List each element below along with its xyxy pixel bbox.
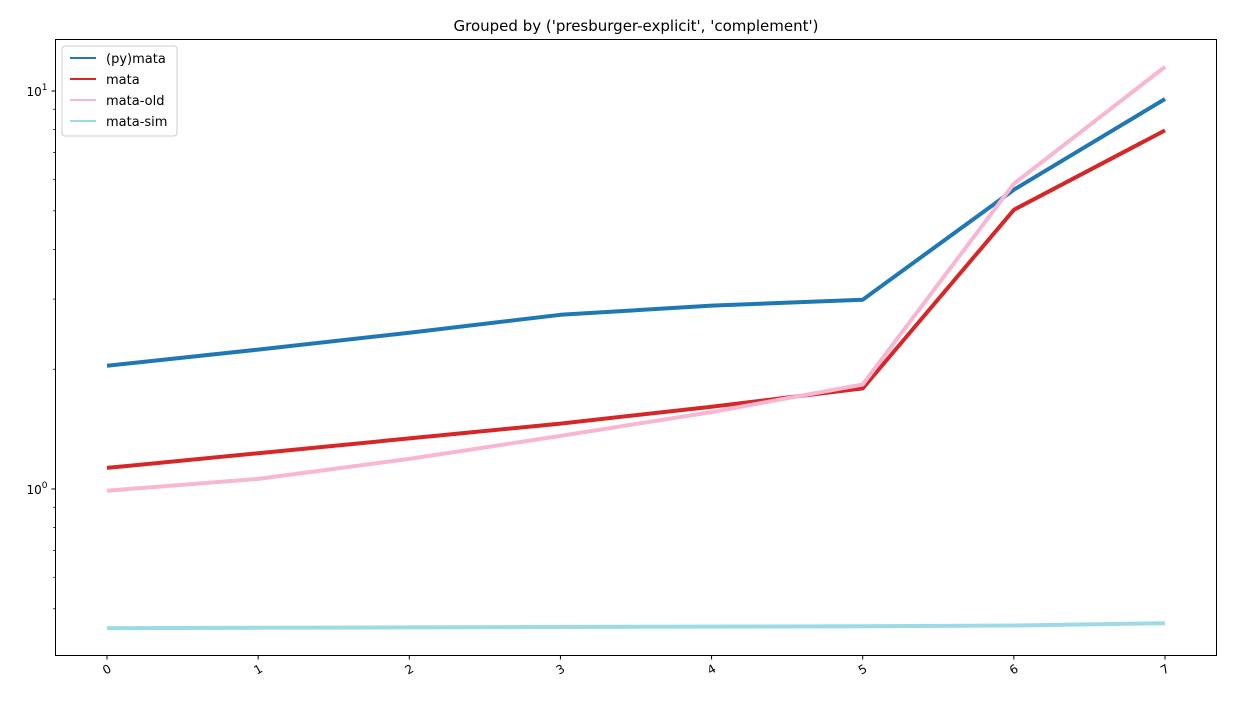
x-tick-label: 5 <box>856 662 870 678</box>
x-tick-label: 0 <box>100 662 114 678</box>
x-tick-label: 2 <box>402 662 416 678</box>
y-tick-label: 101 <box>26 83 47 99</box>
legend-label: (py)mata <box>106 52 166 67</box>
series-lines <box>106 65 1167 631</box>
x-tick-label: 1 <box>251 662 265 678</box>
legend: (py)mata mata mata-old mata-sim <box>61 45 178 137</box>
x-tick-label: 7 <box>1158 662 1172 678</box>
legend-label: mata-old <box>106 94 164 109</box>
y-axis: 100 101 <box>26 83 56 610</box>
y-tick-label: 100 <box>26 481 47 497</box>
x-axis: 0 1 2 3 4 5 6 7 <box>100 655 1172 678</box>
x-tick-label: 4 <box>705 662 719 678</box>
legend-label: mata-sim <box>106 115 167 130</box>
x-tick-label: 3 <box>554 662 568 678</box>
x-tick-label: 6 <box>1007 662 1021 678</box>
series-line-mata-sim <box>106 621 1166 631</box>
series-line-mata-old <box>106 65 1167 493</box>
series-line-mata <box>106 128 1166 470</box>
plot-frame <box>55 39 1217 656</box>
series-line-py-mata <box>106 97 1167 368</box>
chart-title: Grouped by ('presburger-explicit', 'comp… <box>454 17 819 35</box>
legend-label: mata <box>106 73 140 88</box>
legend-box <box>61 45 178 137</box>
